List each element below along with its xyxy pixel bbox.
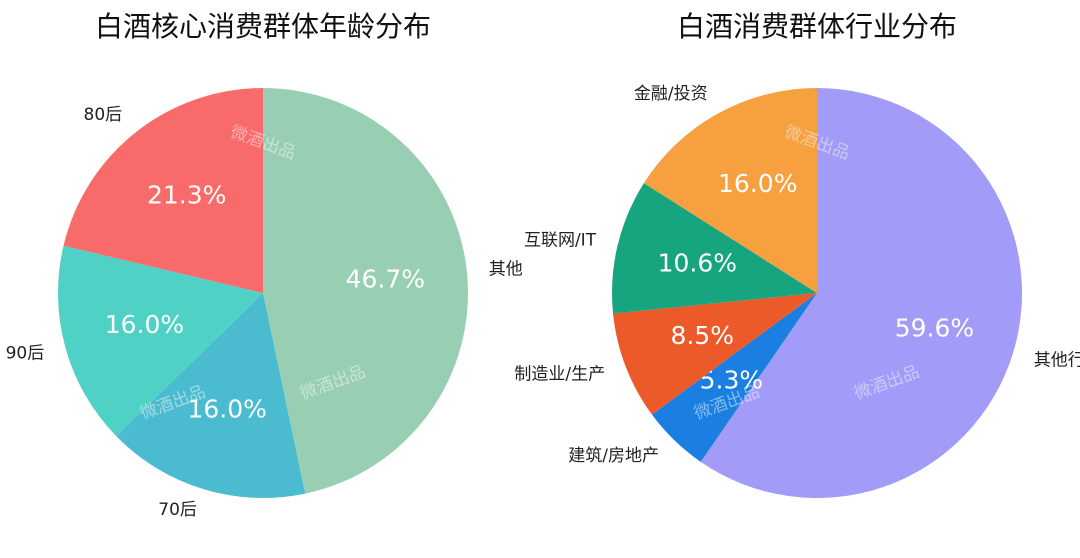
category-label: 建筑/房地产 (568, 446, 659, 466)
value-label: 10.6% (658, 249, 737, 278)
pie-slice (63, 88, 264, 293)
category-label: 90后 (6, 344, 45, 364)
value-label: 59.6% (895, 314, 974, 343)
category-label: 其他 (489, 260, 523, 280)
pie-slice (58, 245, 264, 437)
pie-slice (612, 183, 817, 314)
value-label: 46.7% (346, 264, 425, 293)
category-label: 制造业/生产 (514, 365, 605, 385)
category-label: 80后 (84, 105, 123, 125)
pie-slice (116, 293, 306, 499)
pie-slice (263, 88, 468, 494)
pie-slice (613, 293, 817, 415)
pie-slice (643, 88, 817, 293)
category-label: 其他行业 (1034, 350, 1080, 370)
pie-slice (700, 88, 1022, 498)
category-label: 70后 (158, 500, 197, 520)
value-label: 8.5% (670, 321, 734, 350)
category-label: 互联网/IT (524, 231, 597, 251)
value-label: 21.3% (147, 181, 226, 210)
category-label: 金融/投资 (634, 84, 708, 104)
value-label: 16.0% (105, 310, 184, 339)
value-label: 16.0% (187, 395, 266, 424)
value-label: 16.0% (718, 169, 797, 198)
chart-title: 白酒消费群体行业分布 (677, 10, 957, 43)
pie-slice (651, 293, 817, 462)
chart-title: 白酒核心消费群体年龄分布 (95, 10, 431, 43)
